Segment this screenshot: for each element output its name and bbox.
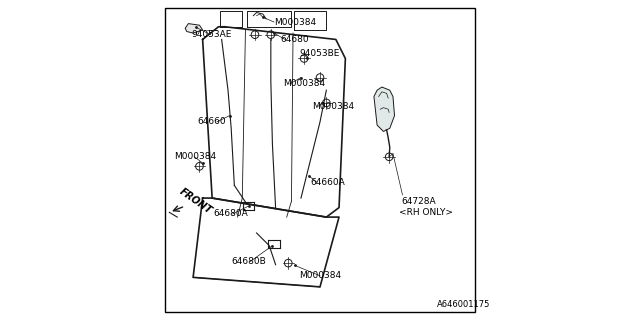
Text: 64680: 64680 [280, 35, 309, 44]
Text: 64660: 64660 [198, 117, 227, 126]
Text: M000384: M000384 [174, 152, 216, 161]
Text: M000384: M000384 [312, 101, 354, 111]
Text: 64680A: 64680A [214, 209, 248, 219]
Text: <RH ONLY>: <RH ONLY> [399, 208, 452, 217]
Text: 64680B: 64680B [231, 257, 266, 266]
Text: 94053BE: 94053BE [300, 49, 340, 58]
Text: FRONT: FRONT [177, 187, 213, 216]
Text: M000384: M000384 [300, 271, 342, 280]
Polygon shape [374, 87, 394, 132]
Text: 64728A: 64728A [401, 197, 435, 206]
Text: 64660A: 64660A [310, 178, 345, 187]
Text: M000384: M000384 [284, 79, 326, 88]
Text: A646001175: A646001175 [437, 300, 491, 309]
Polygon shape [185, 24, 203, 33]
Text: M000384: M000384 [274, 18, 316, 27]
Text: 94053AE: 94053AE [191, 30, 232, 39]
